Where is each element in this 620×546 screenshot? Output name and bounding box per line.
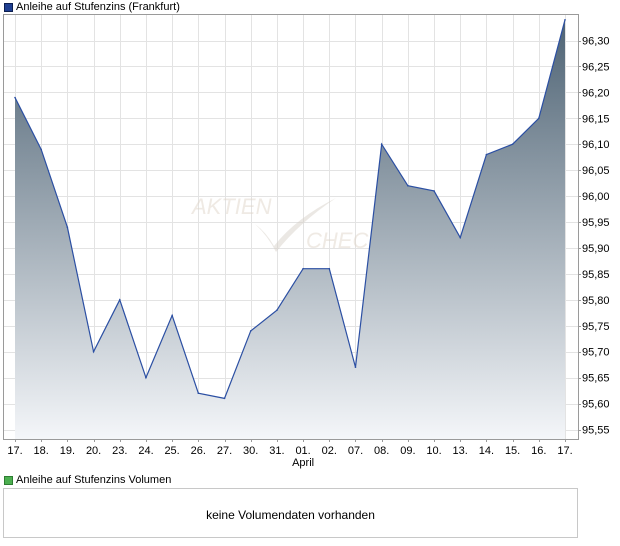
x-tick-label: 10. <box>426 445 441 457</box>
x-tick-label: 20. <box>86 445 101 457</box>
y-tick-label: 96,30 <box>582 36 610 48</box>
watermark-check-icon <box>255 198 336 252</box>
y-tick-label: 95,75 <box>582 321 610 333</box>
x-tick-label: 09. <box>400 445 415 457</box>
y-tick-label: 95,85 <box>582 269 610 281</box>
data-point <box>433 190 435 192</box>
price-area-fill <box>15 19 565 439</box>
x-tick-label: 17. <box>557 445 572 457</box>
data-point <box>118 299 121 301</box>
data-point <box>66 226 69 229</box>
price-area-series <box>14 18 566 439</box>
y-axis: 95,55 95,60 95,65 95,70 95,75 95,80 95,85 95,90… <box>578 36 610 437</box>
price-legend: Anleihe auf Stufenzins (Frankfurt) <box>4 0 180 14</box>
y-tick-label: 96,10 <box>582 139 610 151</box>
x-tick-label: 16. <box>531 445 546 457</box>
data-point <box>197 392 200 394</box>
data-point <box>459 236 462 239</box>
x-tick-label: 07. <box>348 445 363 457</box>
y-tick-label: 96,05 <box>582 165 610 177</box>
data-point <box>302 267 304 270</box>
x-tick-label: 13. <box>453 445 468 457</box>
x-tick-label: 25. <box>164 445 179 457</box>
volume-legend-swatch <box>4 475 13 485</box>
x-tick-label: 27. <box>217 445 232 457</box>
y-tick-label: 96,00 <box>582 191 610 203</box>
data-point <box>354 366 357 369</box>
data-point <box>40 148 42 151</box>
y-tick-label: 95,60 <box>582 399 610 411</box>
y-tick-label: 95,70 <box>582 347 610 359</box>
x-tick-label: 08. <box>374 445 389 457</box>
data-point <box>485 153 488 156</box>
data-point <box>328 267 331 270</box>
x-axis: 17. 18. 19. 20. 23. 24. 25. 26. 27. 30. 31. 01. 02. 0… <box>7 439 573 469</box>
data-point <box>92 350 95 353</box>
data-point <box>538 117 540 120</box>
data-point <box>380 143 383 146</box>
y-tick-label: 96,20 <box>582 87 610 99</box>
x-month-label: April <box>292 457 314 469</box>
data-point <box>171 314 173 317</box>
volume-empty-message: keine Volumendaten vorhanden <box>206 508 375 522</box>
volume-legend-label: Anleihe auf Stufenzins Volumen <box>16 474 172 486</box>
watermark: AKTIEN CHECK <box>190 194 384 253</box>
x-tick-label: 14. <box>479 445 494 457</box>
data-point <box>14 96 16 99</box>
x-tick-label: 19. <box>60 445 75 457</box>
price-chart: AKTIEN CHECK 95,5595,6095,6595,7095,7595… <box>3 14 610 469</box>
price-legend-label: Anleihe auf Stufenzins (Frankfurt) <box>16 1 180 13</box>
watermark-text-left: AKTIEN <box>190 194 272 219</box>
data-point <box>276 309 278 312</box>
x-tick-label: 02. <box>322 445 337 457</box>
data-point <box>511 143 514 146</box>
data-point <box>223 397 226 400</box>
x-tick-label: 18. <box>34 445 49 457</box>
x-tick-label: 23. <box>112 445 127 457</box>
x-tick-label: 15. <box>505 445 520 457</box>
data-point <box>407 184 409 187</box>
data-point <box>564 18 566 21</box>
data-point <box>145 376 147 379</box>
y-tick-label: 96,15 <box>582 113 610 125</box>
x-tick-label: 31. <box>269 445 284 457</box>
x-tick-label: 24. <box>138 445 153 457</box>
y-tick-label: 95,95 <box>582 217 610 229</box>
x-tick-label: 26. <box>191 445 206 457</box>
y-tick-label: 95,55 <box>582 425 610 437</box>
x-tick-label: 17. <box>7 445 22 457</box>
price-legend-swatch <box>4 2 13 12</box>
y-tick-label: 95,65 <box>582 373 610 385</box>
y-tick-label: 95,80 <box>582 295 610 307</box>
price-line <box>14 19 566 400</box>
data-point <box>249 330 252 332</box>
y-tick-label: 96,25 <box>582 61 610 73</box>
x-tick-label: 01. <box>295 445 310 457</box>
x-tick-label: 30. <box>243 445 258 457</box>
volume-legend: Anleihe auf Stufenzins Volumen <box>4 473 171 487</box>
volume-panel: keine Volumendaten vorhanden <box>3 488 578 538</box>
y-tick-label: 95,90 <box>582 243 610 255</box>
